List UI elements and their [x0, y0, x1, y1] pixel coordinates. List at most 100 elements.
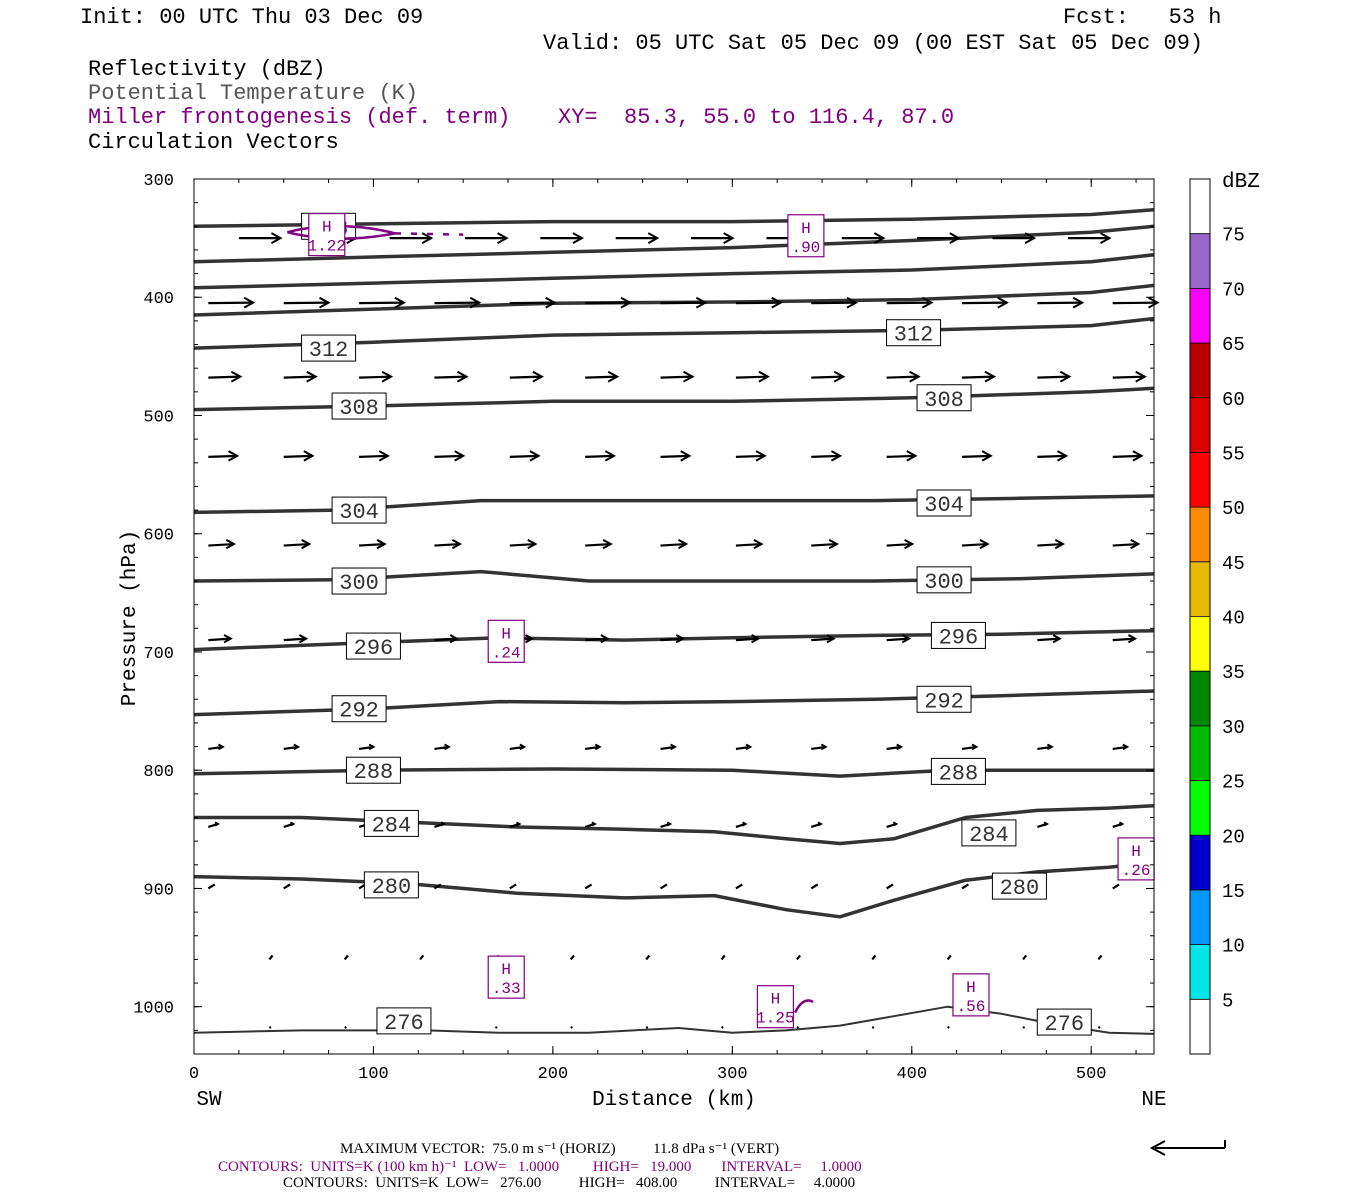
- plot-frame: [193, 178, 1155, 1055]
- contour-label-box: [345, 632, 401, 660]
- contour-label-box: [331, 567, 387, 595]
- circulation-vector: [615, 232, 660, 244]
- contour-label-box: [916, 384, 972, 412]
- circulation-vector: [359, 538, 387, 550]
- circulation-vector: [540, 232, 584, 244]
- y-tick-label: 900: [143, 881, 174, 900]
- contour-label: 276: [384, 1011, 424, 1036]
- circulation-vector: [735, 821, 748, 829]
- circulation-vector: [358, 743, 376, 751]
- contour-label: 292: [339, 699, 379, 724]
- circulation-vector: [283, 296, 331, 309]
- circulation-vector: [796, 954, 801, 961]
- contour-label: 280: [1000, 876, 1040, 901]
- frontogenesis-max-marker: H1.22: [308, 212, 346, 257]
- circulation-vector: [961, 883, 969, 890]
- contour-label-box: [930, 621, 986, 649]
- circulation-vector: [283, 538, 312, 550]
- circulation-vector: [509, 370, 544, 383]
- circulation-vector: [509, 538, 538, 550]
- y-tick-label: 1000: [133, 1000, 174, 1019]
- colorbar-label: 35: [1222, 662, 1245, 684]
- contour-label: 300: [339, 571, 379, 596]
- field-potential-temperature: Potential Temperature (K): [88, 81, 419, 106]
- circulation-vector: [238, 232, 283, 244]
- circulation-vector: [660, 743, 678, 751]
- circulation-vector: [735, 743, 753, 751]
- x-end-label-sw: SW: [196, 1089, 222, 1112]
- colorbar-segment: [1190, 725, 1210, 781]
- circulation-vector: [585, 370, 620, 383]
- contour-label-box: [331, 695, 387, 723]
- x-tick-label: 300: [717, 1065, 748, 1084]
- x-tick-label: 0: [189, 1065, 199, 1084]
- circulation-vector: [735, 538, 764, 550]
- circulation-vector: [359, 370, 394, 383]
- circulation-vector: [433, 883, 442, 890]
- contour-label-box: [363, 871, 419, 899]
- frontogenesis-max-value: .33: [492, 980, 521, 998]
- colorbar-label: 65: [1222, 334, 1245, 356]
- colorbar-label: 75: [1222, 225, 1245, 247]
- circulation-vector: [735, 634, 761, 644]
- colorbar-label: 25: [1222, 772, 1245, 794]
- reference-vector-arrow: [1149, 1140, 1226, 1156]
- circulation-vector: [207, 883, 216, 890]
- colorbar-segment: [1190, 397, 1210, 453]
- theta-contour-line: [193, 767, 1154, 778]
- circulation-vector: [343, 954, 349, 961]
- circulation-vector: [1037, 450, 1069, 462]
- circulation-vector: [1067, 232, 1112, 244]
- circulation-vector: [585, 296, 633, 309]
- colorbar-segment: [1190, 452, 1210, 508]
- circulation-vector: [208, 296, 256, 309]
- circulation-vector: [509, 450, 541, 462]
- theta-contour-line: [193, 316, 1155, 350]
- circulation-vector: [660, 370, 695, 383]
- circulation-vector: [569, 954, 575, 961]
- circulation-vector: [359, 296, 406, 309]
- theta-contour-line: [193, 252, 1155, 290]
- contour-label: 312: [309, 338, 349, 363]
- colorbar-label: 15: [1222, 881, 1245, 903]
- frontogenesis-max-value: .56: [957, 998, 986, 1016]
- valid-time: Valid: 05 UTC Sat 05 Dec 09 (00 EST Sat …: [543, 31, 1204, 56]
- circulation-vector: [509, 883, 517, 890]
- circulation-vector: [1097, 954, 1103, 961]
- axes: 0 100 200 300 400 500 300 400 500 600 700 800 900 100…: [133, 172, 1154, 1084]
- circulation-vector: [464, 232, 509, 244]
- circulation-vector: [283, 450, 315, 462]
- colorbar-segment: [1190, 671, 1210, 726]
- frontogenesis-max-value: .90: [791, 239, 820, 257]
- circulation-vector: [961, 450, 993, 462]
- contour-label-box: [331, 496, 387, 524]
- circulation-vector: [660, 450, 692, 462]
- frontogenesis-max-label: H: [771, 991, 781, 1009]
- circulation-vector: [645, 1026, 649, 1029]
- circulation-vector: [208, 821, 221, 829]
- frontogenesis-max-marker: H.24: [487, 619, 525, 663]
- colorbar-label: 5: [1222, 990, 1233, 1012]
- frontogenesis-max-value: .26: [1122, 862, 1151, 880]
- circulation-vector: [1112, 743, 1130, 751]
- colorbar-label: 40: [1222, 608, 1245, 630]
- circulation-vector: [494, 1026, 498, 1029]
- theta-contour-line: [193, 1005, 1155, 1035]
- theta-contour-line: [193, 283, 1155, 317]
- circulation-vector: [1037, 821, 1050, 829]
- frontogenesis-max-label: H: [801, 220, 811, 238]
- colorbar-segment: [1190, 233, 1210, 289]
- circulation-vector: [570, 1026, 574, 1029]
- circulation-vector: [886, 370, 921, 383]
- contour-label-box: [916, 566, 972, 594]
- circulation-vector: [660, 821, 673, 829]
- colorbar-title: dBZ: [1222, 171, 1260, 194]
- circulation-vector: [720, 954, 726, 961]
- contour-label-box: [1036, 1008, 1092, 1036]
- circulation-vector: [886, 743, 904, 751]
- circulation-vector: [1022, 954, 1028, 961]
- circulation-vector: [735, 370, 770, 383]
- circulation-vector: [1112, 821, 1125, 829]
- circulation-vector: [810, 883, 819, 890]
